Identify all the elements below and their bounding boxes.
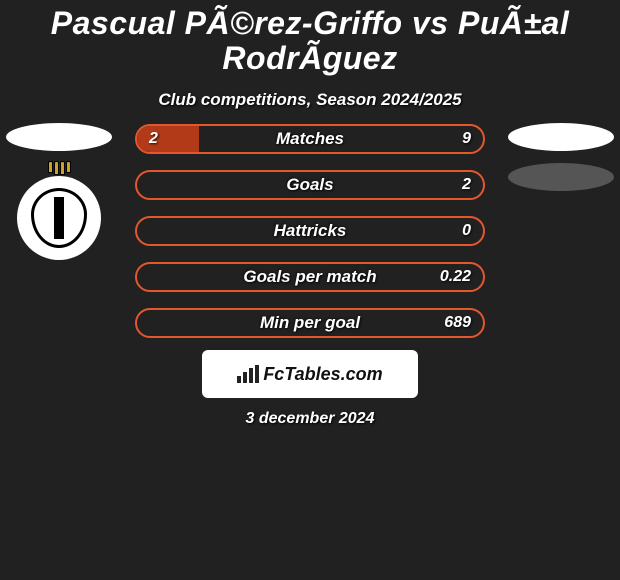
stat-row: Min per goal 689 [135, 308, 485, 338]
shield-icon [31, 188, 87, 248]
stat-row: Goals per match 0.22 [135, 262, 485, 292]
footer-date: 3 december 2024 [0, 410, 620, 428]
stat-right-value: 2 [462, 176, 471, 194]
right-player-placeholder [508, 123, 614, 151]
bar-chart-icon [237, 365, 259, 383]
stat-label: Min per goal [260, 313, 360, 333]
page-title: Pascual PÃ©rez-Griffo vs PuÃ±al RodrÃ­gu… [0, 4, 620, 80]
stat-label: Matches [276, 129, 344, 149]
stat-row: Hattricks 0 [135, 216, 485, 246]
left-club-badge [17, 176, 101, 260]
comparison-card: Pascual PÃ©rez-Griffo vs PuÃ±al RodrÃ­gu… [0, 0, 620, 580]
stat-row: Goals 2 [135, 170, 485, 200]
page-subtitle: Club competitions, Season 2024/2025 [0, 90, 620, 110]
stat-right-value: 0 [462, 222, 471, 240]
stat-label: Goals [286, 175, 333, 195]
crown-icon [43, 161, 75, 175]
stats-bars: 2 Matches 9 Goals 2 Hattricks 0 Goals per match… [135, 124, 485, 354]
stat-right-value: 689 [444, 314, 471, 332]
brand-badge: FcTables.com [202, 350, 418, 398]
stat-right-value: 0.22 [440, 268, 471, 286]
left-player-column [4, 122, 114, 260]
left-player-placeholder [6, 123, 112, 151]
brand-text: FcTables.com [263, 364, 382, 385]
stat-right-value: 9 [462, 130, 471, 148]
right-player-column [506, 122, 616, 191]
stat-fill [137, 126, 199, 152]
stat-left-value: 2 [149, 130, 158, 148]
stat-row: 2 Matches 9 [135, 124, 485, 154]
right-club-placeholder [508, 163, 614, 191]
stat-label: Goals per match [243, 267, 376, 287]
stat-label: Hattricks [274, 221, 347, 241]
